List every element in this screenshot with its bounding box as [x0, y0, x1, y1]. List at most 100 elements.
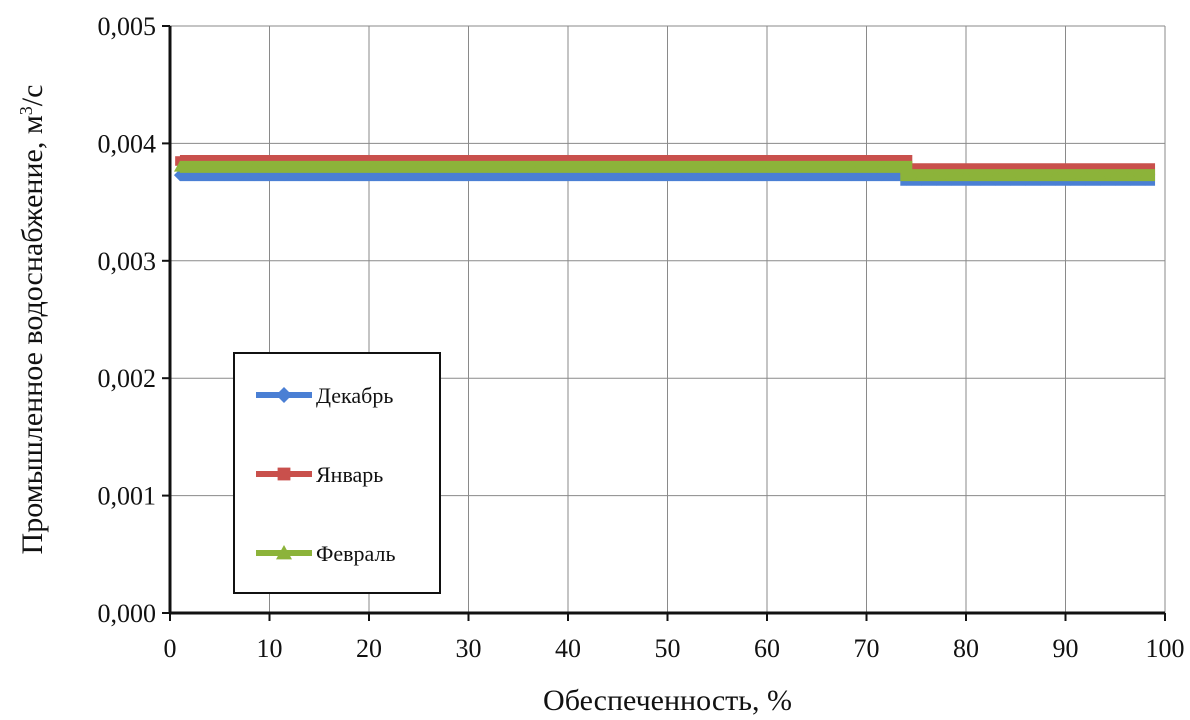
marker-triangle — [711, 160, 724, 172]
marker-triangle — [457, 160, 470, 172]
y-axis-title: Промышленное водоснабжение, м3/с — [16, 85, 49, 555]
marker-triangle — [1064, 169, 1077, 180]
marker-triangle — [756, 160, 769, 172]
marker-triangle — [785, 160, 798, 172]
marker-triangle — [666, 160, 679, 172]
x-tick-label: 70 — [854, 634, 880, 663]
legend-label: Февраль — [316, 541, 396, 566]
marker-triangle — [517, 160, 530, 172]
marker-triangle — [1124, 169, 1137, 180]
marker-triangle — [233, 160, 246, 172]
y-axis-title-superscript: 3 — [16, 106, 36, 115]
marker-triangle — [263, 160, 276, 172]
marker-triangle — [276, 545, 292, 560]
marker-triangle — [606, 160, 619, 172]
marker-triangle — [442, 160, 455, 172]
marker-triangle — [173, 160, 186, 172]
legend-label: Январь — [316, 462, 383, 487]
y-tick-label: 0,002 — [98, 364, 157, 393]
marker-triangle — [1049, 169, 1062, 180]
marker-triangle — [278, 160, 291, 172]
marker-triangle — [900, 169, 913, 180]
marker-diamond — [276, 387, 292, 403]
marker-triangle — [1139, 169, 1152, 180]
marker-triangle — [203, 160, 216, 172]
marker-triangle — [770, 160, 783, 172]
marker-triangle — [487, 160, 500, 172]
marker-triangle — [382, 160, 395, 172]
marker-triangle — [367, 160, 380, 172]
series-layer — [173, 155, 1156, 186]
y-tick-label: 0,001 — [98, 482, 157, 511]
marker-triangle — [621, 160, 634, 172]
x-tick-label: 30 — [456, 634, 482, 663]
marker-triangle — [397, 160, 410, 172]
marker-triangle — [188, 160, 201, 172]
marker-triangle — [945, 169, 958, 180]
y-tick-label: 0,004 — [98, 129, 157, 158]
marker-triangle — [308, 160, 321, 172]
marker-triangle — [960, 169, 972, 180]
marker-triangle — [890, 160, 903, 172]
marker-triangle — [741, 160, 754, 172]
marker-triangle — [591, 160, 604, 172]
marker-triangle — [830, 160, 843, 172]
marker-triangle — [915, 169, 928, 180]
marker-triangle — [1034, 169, 1047, 180]
marker-triangle — [930, 169, 943, 180]
marker-triangle — [547, 160, 560, 172]
x-tick-label: 100 — [1146, 634, 1185, 663]
x-axis-title: Обеспеченность, % — [543, 684, 792, 717]
marker-triangle — [1094, 169, 1107, 180]
marker-triangle — [845, 160, 858, 172]
marker-triangle — [651, 160, 664, 172]
marker-triangle — [412, 160, 425, 172]
marker-triangle — [875, 160, 888, 172]
x-tick-label: 90 — [1053, 634, 1079, 663]
marker-square — [277, 467, 291, 481]
marker-triangle — [293, 160, 306, 172]
marker-triangle — [815, 160, 828, 172]
marker-triangle — [532, 160, 545, 172]
marker-triangle — [636, 160, 649, 172]
y-axis-title-tail: /с — [16, 85, 49, 107]
legend-label: Декабрь — [316, 383, 393, 408]
marker-triangle — [353, 160, 366, 172]
marker-triangle — [800, 160, 813, 172]
x-tick-label: 10 — [257, 634, 283, 663]
marker-triangle — [472, 160, 485, 172]
x-tick-label: 0 — [164, 634, 177, 663]
y-tick-label: 0,005 — [98, 12, 157, 41]
marker-triangle — [726, 160, 739, 172]
marker-triangle — [681, 160, 694, 172]
marker-triangle — [576, 160, 589, 172]
x-tick-label: 50 — [655, 634, 681, 663]
series-triangle — [173, 160, 1156, 182]
marker-triangle — [562, 160, 574, 172]
marker-triangle — [323, 160, 336, 172]
marker-triangle — [1079, 169, 1092, 180]
marker-triangle — [974, 169, 987, 180]
legend: Декабрь Январь Февраль — [233, 352, 441, 594]
marker-triangle — [502, 160, 515, 172]
marker-triangle — [218, 160, 231, 172]
marker-triangle — [1019, 169, 1032, 180]
y-axis-title-main: Промышленное водоснабжение, м — [16, 115, 49, 554]
marker-triangle — [696, 160, 709, 172]
marker-triangle — [427, 160, 440, 172]
y-tick-label: 0,003 — [98, 247, 157, 276]
marker-triangle — [1109, 169, 1122, 180]
tick-labels: 0 10 20 30 40 50 60 70 80 90 100 0,000 0,001 0,002 0,0… — [98, 12, 1185, 663]
x-tick-label: 60 — [754, 634, 780, 663]
y-tick-label: 0,000 — [98, 599, 157, 628]
marker-triangle — [989, 169, 1002, 180]
marker-triangle — [248, 160, 261, 172]
x-tick-label: 40 — [555, 634, 581, 663]
marker-triangle — [860, 160, 873, 172]
x-tick-label: 80 — [953, 634, 979, 663]
x-tick-label: 20 — [356, 634, 382, 663]
marker-triangle — [338, 160, 351, 172]
marker-triangle — [1004, 169, 1017, 180]
